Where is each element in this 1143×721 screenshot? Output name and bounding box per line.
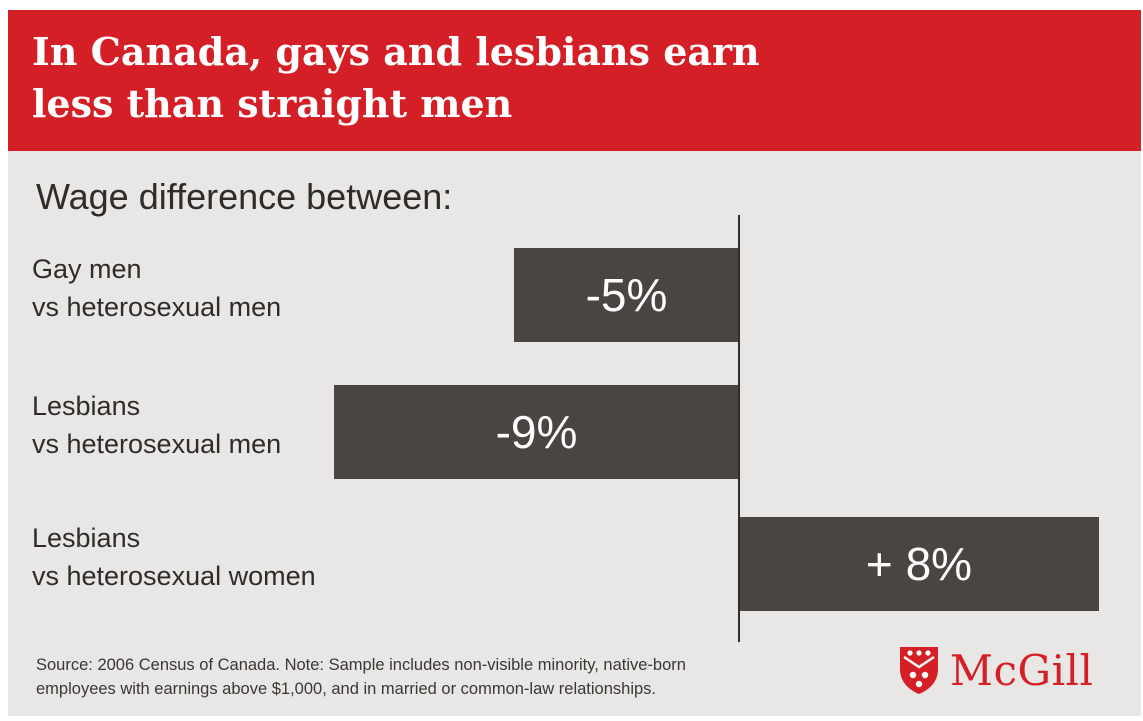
title-line-2: less than straight men xyxy=(32,81,513,126)
shield-icon xyxy=(900,647,938,694)
footnote-line-2: employees with earnings above $1,000, an… xyxy=(36,680,656,698)
category-label-3-line-2: vs heterosexual women xyxy=(32,561,316,591)
category-label-1-line-1: Gay men xyxy=(32,254,142,284)
bar-value-label-1: -5% xyxy=(586,269,668,321)
category-label-1-line-2: vs heterosexual men xyxy=(32,292,281,322)
bar-chart: -5% Gay men vs heterosexual men -9% Lesbians… xyxy=(32,215,1099,642)
bar-3 xyxy=(739,517,1099,611)
infographic-card: In Canada, gays and lesbians earn less t… xyxy=(8,10,1141,716)
category-label-3-line-1: Lesbians xyxy=(32,523,140,553)
category-label-2-line-1: Lesbians xyxy=(32,391,140,421)
source-footnote: Source: 2006 Census of Canada. Note: Sam… xyxy=(36,653,866,701)
bar-1 xyxy=(514,248,739,342)
title-line-1: In Canada, gays and lesbians earn xyxy=(32,29,760,74)
bar-value-label-2: -9% xyxy=(496,406,578,458)
footnote-line-1: Source: 2006 Census of Canada. Note: Sam… xyxy=(36,656,686,674)
bar-value-label-3: + 8% xyxy=(866,538,972,590)
title-banner: In Canada, gays and lesbians earn less t… xyxy=(8,10,1141,151)
category-label-2-line-2: vs heterosexual men xyxy=(32,429,281,459)
chart-title: In Canada, gays and lesbians earn less t… xyxy=(32,26,932,130)
logo-wordmark: McGill xyxy=(950,645,1094,695)
mcgill-logo: McGill xyxy=(898,645,1093,695)
chart-subtitle: Wage difference between: xyxy=(36,176,453,217)
bar-2 xyxy=(334,385,739,479)
